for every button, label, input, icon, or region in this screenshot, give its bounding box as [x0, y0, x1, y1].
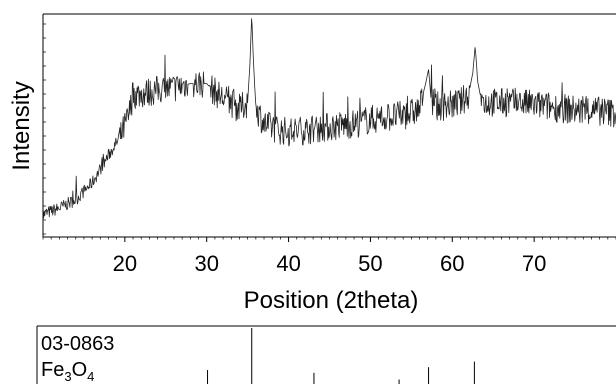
reference-peaks: [207, 328, 475, 384]
x-axis-tick-labels: 20 30 40 50 60 70: [113, 251, 547, 276]
x-tick-label: 60: [440, 251, 464, 276]
x-axis-minor-ticks: [42, 237, 616, 240]
y-axis-ticks: [43, 23, 46, 235]
x-tick-label: 70: [522, 251, 546, 276]
x-tick-label: 30: [194, 251, 218, 276]
x-axis-major-ticks: [124, 237, 535, 242]
x-axis-label: Position (2theta): [244, 287, 419, 314]
y-axis-label: Intensity: [8, 81, 35, 170]
x-tick-label: 50: [358, 251, 382, 276]
reference-card-number: 03-0863: [41, 333, 114, 355]
reference-compound-formula: Fe3O4: [41, 359, 94, 384]
x-tick-label: 20: [113, 251, 137, 276]
x-tick-label: 40: [276, 251, 300, 276]
series-line: [42, 18, 616, 221]
